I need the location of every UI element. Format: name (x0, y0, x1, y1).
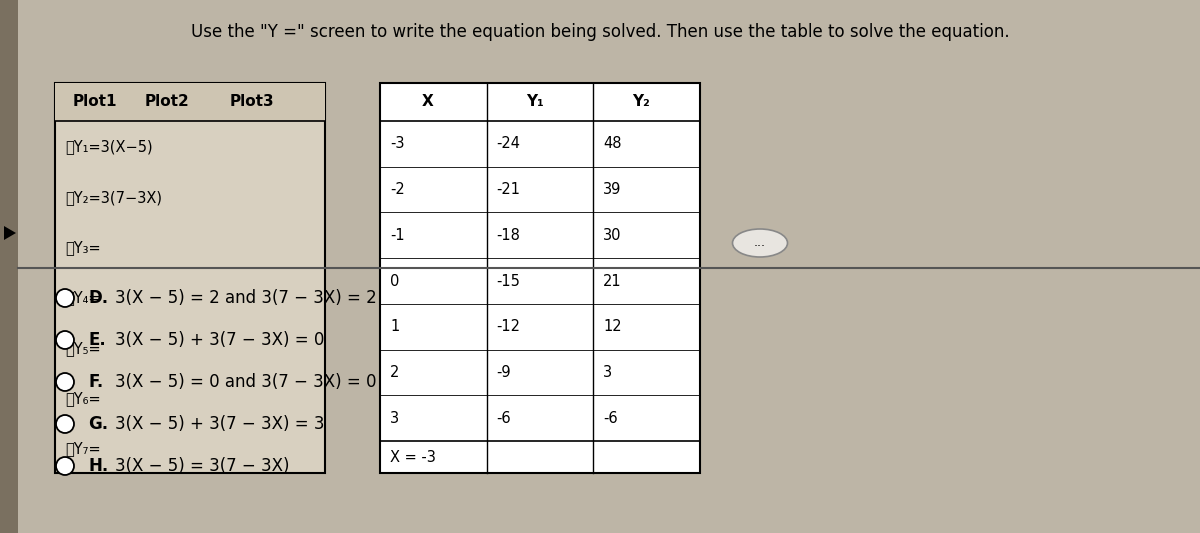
Text: 3: 3 (604, 365, 612, 380)
Text: -18: -18 (497, 228, 521, 243)
Polygon shape (4, 226, 16, 240)
Circle shape (56, 289, 74, 307)
Text: X: X (422, 94, 434, 109)
Text: X = -3: X = -3 (390, 449, 436, 464)
Text: H.: H. (88, 457, 108, 475)
FancyBboxPatch shape (55, 83, 325, 121)
Text: -6: -6 (497, 410, 511, 426)
Text: 0: 0 (390, 273, 400, 288)
Text: Y₁: Y₁ (526, 94, 544, 109)
Text: 3(X − 5) + 3(7 − 3X) = 3: 3(X − 5) + 3(7 − 3X) = 3 (115, 415, 324, 433)
Ellipse shape (732, 229, 787, 257)
Text: F.: F. (88, 373, 103, 391)
Text: 3(X − 5) = 0 and 3(7 − 3X) = 0: 3(X − 5) = 0 and 3(7 − 3X) = 0 (115, 373, 377, 391)
Text: 12: 12 (604, 319, 622, 334)
Text: Use the "Y =" screen to write the equation being solved. Then use the table to s: Use the "Y =" screen to write the equati… (191, 23, 1009, 41)
Text: 39: 39 (604, 182, 622, 197)
Text: Y₅=: Y₅= (65, 341, 101, 356)
Text: Y₃=: Y₃= (65, 240, 101, 255)
Text: 1: 1 (390, 319, 400, 334)
Text: 21: 21 (604, 273, 622, 288)
Text: Y₁=3(X−5): Y₁=3(X−5) (65, 140, 152, 155)
Circle shape (56, 457, 74, 475)
Text: Plot3: Plot3 (230, 94, 275, 109)
Text: -3: -3 (390, 136, 404, 151)
FancyBboxPatch shape (380, 83, 700, 473)
Circle shape (56, 331, 74, 349)
Text: 3: 3 (390, 410, 400, 426)
Text: -12: -12 (497, 319, 521, 334)
Text: 2: 2 (390, 365, 400, 380)
Text: -6: -6 (604, 410, 618, 426)
Text: Plot2: Plot2 (145, 94, 190, 109)
Text: Y₂=3(7−3X): Y₂=3(7−3X) (65, 190, 162, 205)
Text: Y₂: Y₂ (632, 94, 650, 109)
Text: Y₇=: Y₇= (65, 441, 101, 456)
Text: 3(X − 5) = 2 and 3(7 − 3X) = 2: 3(X − 5) = 2 and 3(7 − 3X) = 2 (115, 289, 377, 307)
Circle shape (56, 415, 74, 433)
Text: -1: -1 (390, 228, 404, 243)
Text: -2: -2 (390, 182, 404, 197)
Text: -21: -21 (497, 182, 521, 197)
Text: D.: D. (88, 289, 108, 307)
Text: E.: E. (88, 331, 106, 349)
Text: Y₄=: Y₄= (65, 290, 101, 305)
Text: ...: ... (754, 237, 766, 249)
Text: 48: 48 (604, 136, 622, 151)
FancyBboxPatch shape (55, 83, 325, 473)
Text: Plot1: Plot1 (73, 94, 118, 109)
FancyBboxPatch shape (0, 0, 18, 533)
Text: 3(X − 5) = 3(7 − 3X): 3(X − 5) = 3(7 − 3X) (115, 457, 289, 475)
Text: G.: G. (88, 415, 108, 433)
Circle shape (56, 373, 74, 391)
Text: -24: -24 (497, 136, 521, 151)
Text: -15: -15 (497, 273, 521, 288)
Text: Y₆=: Y₆= (65, 391, 101, 406)
Text: -9: -9 (497, 365, 511, 380)
Text: 30: 30 (604, 228, 622, 243)
Text: 3(X − 5) + 3(7 − 3X) = 0: 3(X − 5) + 3(7 − 3X) = 0 (115, 331, 324, 349)
